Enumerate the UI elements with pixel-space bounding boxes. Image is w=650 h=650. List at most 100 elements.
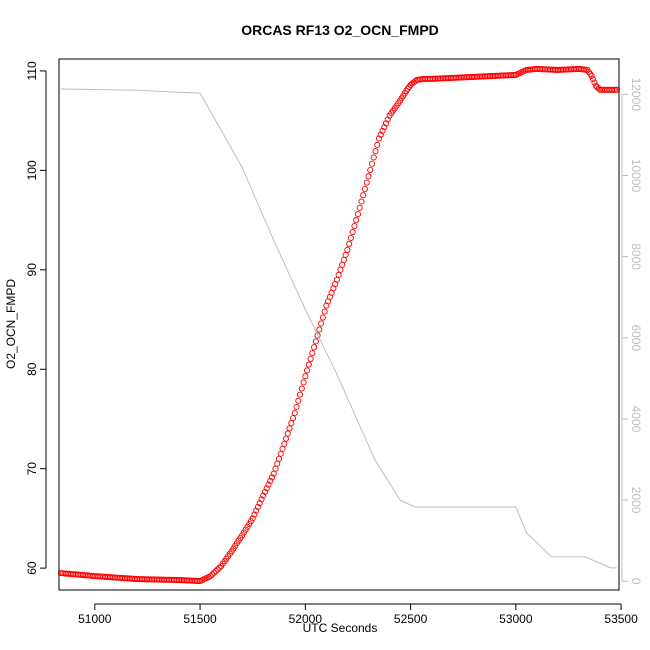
y-right-tick-label-0: 0 <box>629 578 643 585</box>
data-point-138 <box>293 403 300 410</box>
x-axis-label: UTC Seconds <box>303 621 378 635</box>
y-right-tick-label-3: 6000 <box>629 324 643 351</box>
data-point-186 <box>377 131 384 138</box>
data-point-90 <box>209 571 216 578</box>
data-point-124 <box>268 474 276 481</box>
data-point-120 <box>261 488 269 495</box>
data-point-167 <box>344 246 351 253</box>
data-point-131 <box>281 440 288 447</box>
y-axis-right: 0 2000 4000 6000 8000 10000 12000 <box>621 78 643 585</box>
data-point-123 <box>267 477 274 485</box>
data-point-122 <box>265 481 272 488</box>
data-point-188 <box>381 124 388 131</box>
plot-frame <box>58 58 620 591</box>
data-point-127 <box>274 460 281 467</box>
data-point-114 <box>251 511 258 518</box>
data-point-315 <box>588 72 595 79</box>
data-point-317 <box>591 79 598 86</box>
data-point-140 <box>296 391 304 398</box>
data-point-316 <box>589 76 597 83</box>
data-point-92 <box>212 568 219 575</box>
data-point-182 <box>370 154 377 161</box>
series-line <box>61 88 617 569</box>
data-point-184 <box>374 141 381 148</box>
data-point-129 <box>277 450 284 457</box>
x-tick-label-3: 52500 <box>394 612 428 626</box>
data-point-151 <box>316 326 323 333</box>
data-point-147 <box>309 349 316 357</box>
data-point-163 <box>337 266 344 273</box>
data-point-181 <box>368 160 376 167</box>
y-tick-label-3: 90 <box>25 263 39 277</box>
data-point-166 <box>342 251 349 258</box>
data-point-91 <box>211 569 218 576</box>
data-point-189 <box>382 120 390 127</box>
data-point-153 <box>319 314 326 321</box>
y-right-tick-label-2: 4000 <box>629 406 643 433</box>
data-point-130 <box>279 445 286 452</box>
data-point-177 <box>361 185 369 192</box>
y-tick-label-5: 110 <box>25 61 39 80</box>
data-point-146 <box>307 355 314 362</box>
data-point-174 <box>356 204 363 211</box>
data-point-180 <box>367 166 374 174</box>
y-tick-label-1: 70 <box>25 462 39 476</box>
data-point-165 <box>340 256 347 263</box>
data-point-141 <box>298 385 305 392</box>
data-point-143 <box>302 373 309 380</box>
y-right-tick-label-1: 2000 <box>629 487 643 514</box>
y-axis-label: O2_OCN_FMPD <box>4 279 18 369</box>
data-point-154 <box>321 308 328 315</box>
o2-series <box>58 65 620 585</box>
y-right-tick-label-4: 8000 <box>629 243 643 270</box>
x-tick-label-1: 51500 <box>183 612 217 626</box>
data-point-144 <box>304 367 311 374</box>
data-point-89 <box>207 573 214 580</box>
data-point-164 <box>339 261 346 268</box>
data-point-187 <box>379 127 386 134</box>
data-point-149 <box>312 338 319 345</box>
y-axis-left: 60 70 80 90 100 110 <box>25 61 47 575</box>
x-tick-label-4: 53000 <box>499 612 533 626</box>
data-point-148 <box>311 344 318 351</box>
data-point-168 <box>346 240 353 248</box>
data-point-145 <box>305 361 312 368</box>
data-point-152 <box>318 320 325 327</box>
x-tick-label-0: 51000 <box>78 612 112 626</box>
data-point-139 <box>295 397 302 404</box>
data-point-117 <box>256 500 263 507</box>
data-point-171 <box>351 223 358 230</box>
data-point-175 <box>358 198 365 205</box>
data-point-183 <box>372 148 379 155</box>
data-point-128 <box>275 455 283 462</box>
data-point-134 <box>286 425 293 432</box>
y-tick-label-4: 100 <box>25 160 39 180</box>
data-point-94 <box>216 564 223 571</box>
data-point-142 <box>300 379 307 386</box>
data-point-132 <box>282 435 290 442</box>
data-point-170 <box>349 228 356 236</box>
data-point-162 <box>335 271 342 278</box>
data-point-133 <box>284 430 291 437</box>
data-point-116 <box>254 503 262 511</box>
data-point-115 <box>253 507 260 514</box>
data-point-173 <box>354 211 362 218</box>
data-point-190 <box>384 116 391 123</box>
y-right-tick-label-5: 10000 <box>629 159 643 193</box>
x-tick-label-2: 52000 <box>289 612 323 626</box>
altitude-series <box>61 88 617 569</box>
y-tick-label-2: 80 <box>25 362 39 376</box>
data-point-136 <box>289 415 297 422</box>
data-point-176 <box>360 192 367 199</box>
y-tick-label-0: 60 <box>25 561 39 575</box>
data-point-178 <box>363 179 370 186</box>
x-tick-label-5: 53500 <box>604 612 638 626</box>
data-point-93 <box>214 566 221 573</box>
data-point-150 <box>314 332 321 339</box>
chart-title: ORCAS RF13 O2_OCN_FMPD <box>241 22 439 38</box>
data-point-126 <box>272 465 279 472</box>
y-right-tick-label-6: 12000 <box>629 78 643 112</box>
data-point-118 <box>258 496 265 503</box>
data-point-169 <box>347 234 354 242</box>
